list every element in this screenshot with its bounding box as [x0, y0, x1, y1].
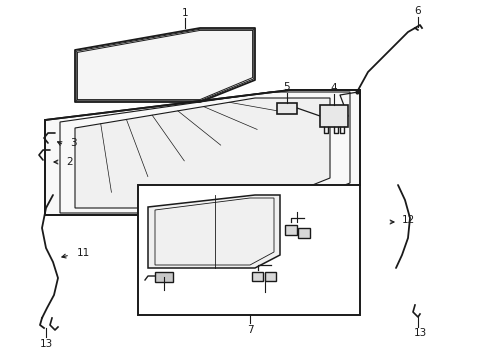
FancyBboxPatch shape	[251, 272, 263, 281]
FancyBboxPatch shape	[285, 225, 296, 235]
Text: 13: 13	[40, 339, 53, 349]
Text: 4: 4	[330, 83, 337, 93]
Text: 2: 2	[66, 157, 73, 167]
Text: 6: 6	[414, 6, 421, 16]
Bar	[138, 185, 359, 315]
Text: 3: 3	[70, 138, 76, 148]
Polygon shape	[148, 195, 280, 268]
Polygon shape	[75, 28, 254, 102]
Text: 1: 1	[182, 8, 188, 18]
Text: 7: 7	[246, 325, 253, 335]
Text: 13: 13	[412, 328, 426, 338]
Polygon shape	[75, 98, 329, 208]
Text: 8: 8	[293, 201, 300, 211]
FancyBboxPatch shape	[319, 105, 347, 127]
Text: 9: 9	[261, 293, 268, 303]
FancyBboxPatch shape	[276, 103, 296, 114]
FancyBboxPatch shape	[297, 228, 309, 238]
Text: 12: 12	[401, 215, 414, 225]
Text: 11: 11	[76, 248, 89, 258]
Text: 5: 5	[283, 82, 290, 92]
Polygon shape	[45, 90, 359, 215]
FancyBboxPatch shape	[155, 272, 173, 282]
Text: 10: 10	[157, 292, 170, 302]
FancyBboxPatch shape	[264, 272, 275, 281]
